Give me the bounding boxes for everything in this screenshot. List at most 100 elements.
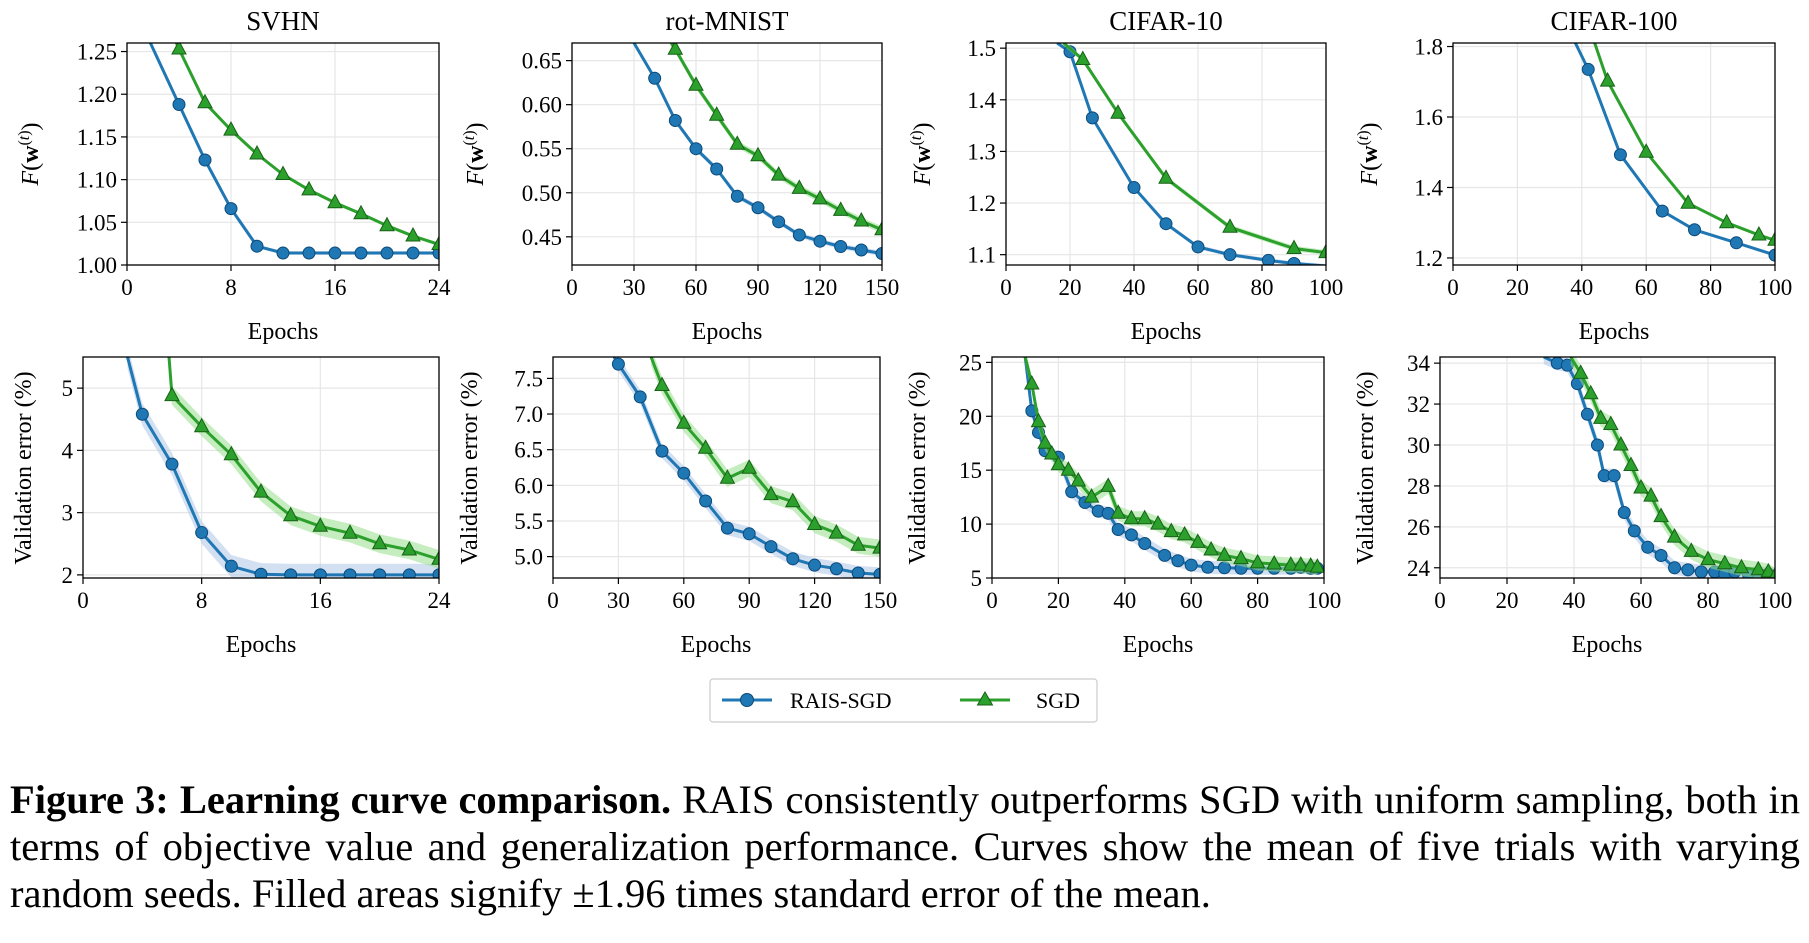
sgd-point (1189, 533, 1206, 548)
rais-sgd-point (302, 246, 316, 260)
sgd-point (1613, 435, 1629, 451)
sgd-point (249, 144, 265, 160)
plot-svhn-validation: 0 8 16 24 2 3 4 5 (62, 356, 451, 613)
y-axis-label: F(w(t)) (908, 122, 936, 186)
rais-sgd-point (751, 201, 765, 215)
x-tick-label: 60 (1635, 275, 1658, 300)
rais-sgd-line (1056, 43, 1326, 265)
rais-sgd-point (1127, 181, 1141, 195)
rais-sgd-point (792, 228, 806, 242)
x-tick-label: 8 (196, 588, 208, 613)
sgd-point (1716, 554, 1733, 570)
x-tick-label: 100 (1307, 588, 1342, 613)
rais-sgd-point (1124, 528, 1138, 542)
plot-frame (552, 356, 881, 579)
sgd-point (872, 539, 880, 554)
rais-sgd-point (1688, 223, 1701, 237)
sgd-point (741, 459, 758, 474)
x-tick-label: 8 (225, 275, 237, 300)
rais-sgd-point (224, 559, 238, 573)
y-tick-label: 1.6 (1414, 105, 1443, 130)
x-tick-label: 20 (1496, 588, 1519, 613)
y-axis-label: Validation error (%) (457, 371, 483, 564)
y-tick-label: 1.10 (77, 168, 117, 193)
panel-cifar100-validation: Validation error (%) Epochs (1353, 371, 1642, 658)
x-tick-label: 60 (672, 588, 695, 613)
rais-sgd-point (380, 246, 394, 260)
x-axis-label: Epochs (1123, 632, 1194, 658)
y-tick-label: 7.5 (514, 366, 543, 391)
sgd-point (697, 439, 714, 454)
legend-box (709, 678, 1098, 723)
rais-sgd-point (172, 97, 186, 111)
sgd-point (1249, 553, 1266, 569)
series-area (611, 357, 880, 578)
y-tick-label: 26 (1407, 515, 1430, 540)
y-axis-label: Validation error (%) (1353, 371, 1379, 564)
plot-cifar10-objective: 0 20 40 60 80 100 1.1 1.2 1.3 1.4 1.5 (967, 36, 1343, 300)
y-tick-label: 7.0 (514, 402, 543, 427)
x-tick-label: 60 (1187, 275, 1210, 300)
sgd-point (1222, 218, 1238, 233)
rais-sgd-point (1655, 204, 1669, 218)
y-tick-label: 30 (1407, 433, 1430, 458)
x-tick-label: 20 (1506, 275, 1529, 300)
x-tick-label: 16 (309, 588, 332, 613)
rais-sgd-point (633, 390, 647, 404)
y-tick-label: 0.50 (522, 181, 562, 206)
panel-svhn-validation: Validation error (%) Epochs (11, 371, 296, 658)
rais-sgd-point (710, 162, 724, 176)
sgd-point (193, 417, 210, 433)
sgd-point (197, 93, 213, 109)
sgd-point (1767, 231, 1775, 246)
sgd-point (770, 166, 787, 181)
sgd-point (1083, 488, 1100, 503)
panel-rotmnist-objective: rot-MNIST F(w(t)) Epochs (461, 6, 789, 345)
sgd-point (301, 180, 317, 196)
sgd-point (1233, 549, 1249, 565)
sgd-point (1582, 384, 1599, 400)
plot-background (992, 357, 1324, 578)
sgd-point (431, 550, 439, 565)
y-tick-label: 0.60 (522, 93, 562, 118)
rais-sgd-point (742, 527, 756, 541)
panel-title: rot-MNIST (666, 6, 789, 36)
sgd-point (342, 524, 358, 539)
sgd-point (1060, 461, 1077, 476)
rais-sgd-point (250, 239, 264, 253)
sgd-point (1037, 434, 1053, 449)
rais-sgd-point (677, 466, 691, 480)
sgd-point (1683, 542, 1700, 557)
x-tick-label: 0 (986, 588, 998, 613)
x-tick-label: 80 (1697, 588, 1720, 613)
caption-text: RAIS consistently outperforms SGD with u… (10, 777, 1800, 916)
sgd-point (275, 165, 291, 180)
sgd-point (763, 485, 779, 501)
panel-title: CIFAR-10 (1109, 6, 1223, 36)
x-axis-label: Epochs (681, 632, 752, 658)
x-tick-label: 0 (1447, 275, 1459, 300)
plot-cifar100-objective: 0 20 40 60 80 100 1.2 1.4 1.6 1.8 (1414, 35, 1792, 300)
y-tick-label: 32 (1407, 392, 1430, 417)
rais-sgd-point (873, 567, 880, 578)
rais-sgd-point (402, 568, 416, 578)
rais-sgd-point (1111, 522, 1125, 536)
plot-svhn-objective: 0 8 16 24 1.00 1.05 1.10 1.15 1.20 1.25 (77, 40, 451, 300)
rais-sgd-point (1590, 438, 1604, 452)
sgd-point (688, 76, 704, 91)
series-area (126, 357, 439, 578)
sgd-point (1110, 104, 1126, 119)
plot-cifar10-validation: 0 20 40 60 80 100 5 10 15 20 25 (959, 350, 1342, 613)
sgd-point (719, 469, 736, 484)
legend-label-sgd: SGD (1036, 688, 1080, 713)
sgd-point (1176, 525, 1193, 541)
sgd-point (1633, 478, 1649, 494)
rais-sgd-point (1201, 560, 1215, 574)
sgd-point (1030, 412, 1047, 428)
sgd-point (1110, 504, 1127, 519)
plot-background (1440, 357, 1775, 578)
y-tick-label: 1.4 (967, 88, 996, 113)
rais-sgd-point (1171, 554, 1185, 568)
sgd-point (1572, 364, 1589, 379)
plot-background (127, 43, 439, 265)
